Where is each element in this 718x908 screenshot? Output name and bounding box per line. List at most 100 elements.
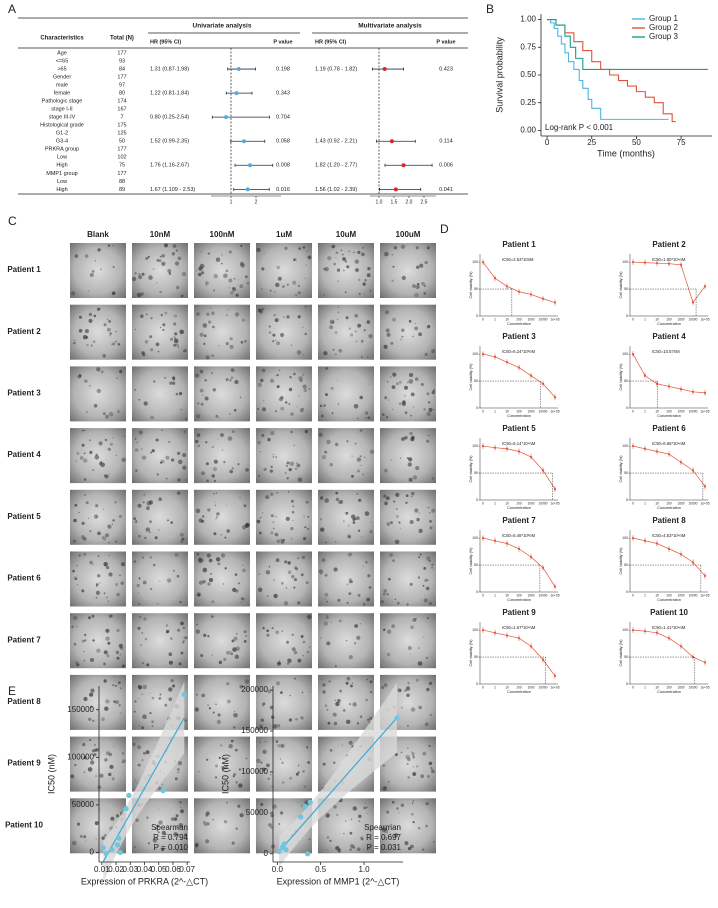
cell-cluster <box>80 535 86 540</box>
cell-cluster <box>257 382 262 387</box>
cell-cluster <box>202 515 205 518</box>
cell-cluster <box>286 283 289 286</box>
cell-cluster <box>298 395 301 397</box>
cell-cluster <box>277 744 281 748</box>
cell-cluster <box>286 640 289 644</box>
cell-cluster <box>232 775 235 778</box>
x-tick-label: 0 <box>632 409 634 413</box>
y-axis-title: Cell viability (%) <box>619 271 623 299</box>
data-point <box>517 450 521 453</box>
data-point <box>631 444 635 448</box>
cell-cluster <box>164 376 167 379</box>
cell-cluster <box>83 478 87 481</box>
cell-cluster <box>297 764 300 767</box>
cell-cluster <box>137 626 141 630</box>
cell-cluster <box>209 307 212 309</box>
data-point <box>302 803 308 809</box>
cell-cluster <box>182 453 187 457</box>
y-tick-label: 100 <box>622 352 628 356</box>
cell-cluster <box>75 460 77 462</box>
cell-cluster <box>138 430 143 435</box>
cell-cluster <box>334 353 337 356</box>
cell-cluster <box>296 406 298 408</box>
cell-cluster <box>93 314 97 318</box>
x-tick-label: 1e+05 <box>701 501 710 505</box>
cell-cluster <box>354 330 357 333</box>
cell-cluster <box>227 436 233 441</box>
data-point <box>703 285 707 288</box>
hr-point <box>393 187 398 192</box>
cell-cluster <box>304 305 307 308</box>
cell-cluster <box>229 379 232 381</box>
column-header: 1uM <box>276 230 292 239</box>
cell-cluster <box>159 290 162 294</box>
cell-cluster <box>340 249 343 251</box>
cell-cluster <box>162 328 165 331</box>
cell-cluster <box>391 624 396 628</box>
cell-cluster <box>396 508 398 510</box>
cell-cluster <box>421 282 425 286</box>
cell-cluster <box>95 590 101 596</box>
micrograph <box>194 613 250 669</box>
cell-cluster <box>347 554 349 556</box>
cell-cluster <box>417 826 421 830</box>
cell-cluster <box>177 451 181 455</box>
cell-cluster <box>133 846 136 848</box>
cell-cluster <box>88 318 93 323</box>
cell-cluster <box>384 829 389 834</box>
cell-cluster <box>206 822 210 826</box>
cell-cluster <box>208 707 212 710</box>
cell-cluster <box>358 293 361 295</box>
survival-curve <box>547 18 676 123</box>
micrograph <box>380 366 436 422</box>
data-point <box>109 847 115 853</box>
cell-cluster <box>410 495 413 498</box>
cell-cluster <box>231 639 235 643</box>
cell-cluster <box>280 406 285 411</box>
cell-cluster <box>286 662 290 665</box>
cell-cluster <box>156 473 159 476</box>
cell-cluster <box>229 413 231 415</box>
cell-cluster <box>137 745 142 750</box>
cell-cluster <box>223 820 228 824</box>
cell-cluster <box>325 367 328 370</box>
cell-cluster <box>431 769 435 774</box>
x-tick-label: 10000 <box>539 685 548 689</box>
micrograph <box>380 428 436 484</box>
data-point <box>643 447 647 450</box>
data-point <box>553 301 557 304</box>
cell-cluster <box>156 602 159 605</box>
micrograph <box>380 304 436 360</box>
cell-cluster <box>383 683 388 687</box>
data-point <box>517 637 521 640</box>
x-tick-label: 1e+05 <box>701 593 710 597</box>
x-tick-label: 1 <box>494 409 496 413</box>
cell-cluster <box>262 434 264 436</box>
annotation: R = 0.697 <box>366 833 401 842</box>
cell-cluster <box>218 344 220 347</box>
cell-cluster <box>422 751 427 756</box>
cell-cluster <box>135 520 138 523</box>
cell-cluster <box>309 690 311 692</box>
cell-cluster <box>366 597 371 602</box>
data-point <box>643 261 647 264</box>
cell-cluster <box>101 717 105 721</box>
cell-cluster <box>198 518 203 523</box>
cell-cluster <box>294 467 298 470</box>
cell-cluster <box>180 294 184 298</box>
cell-cluster <box>262 407 266 412</box>
x-tick-label: 1 <box>644 501 646 505</box>
cell-cluster <box>421 598 423 600</box>
cell-cluster <box>172 381 176 385</box>
cell-cluster <box>230 739 234 743</box>
cell-cluster <box>302 246 306 249</box>
cell-cluster <box>416 283 420 286</box>
micrograph-background <box>194 613 250 669</box>
cell-cluster <box>73 339 75 341</box>
cell-cluster <box>158 259 162 263</box>
cell-cluster <box>301 555 305 559</box>
fit-curve <box>632 537 706 577</box>
cell-cluster <box>404 411 408 415</box>
micrograph <box>194 489 250 545</box>
micrograph-background <box>256 428 312 484</box>
